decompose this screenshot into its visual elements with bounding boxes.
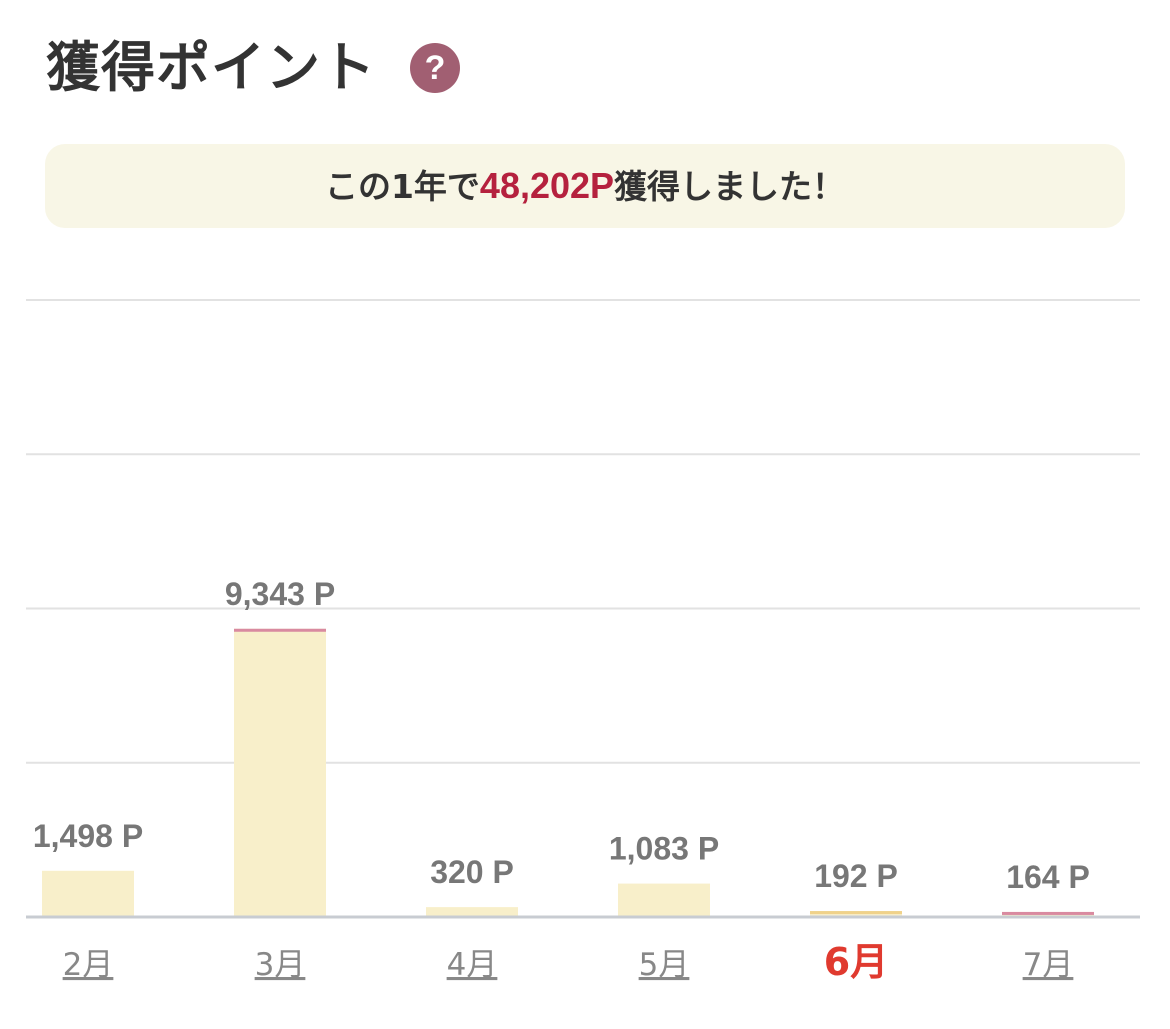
month-tab[interactable]: 3月 — [255, 947, 306, 983]
bar-value-label: 164 P — [1006, 859, 1090, 895]
bar-value-label: 192 P — [814, 858, 898, 894]
header: 獲得ポイント ? — [46, 30, 460, 106]
bar[interactable] — [42, 870, 134, 917]
summary-suffix: 獲得しました！ — [614, 167, 846, 206]
month-tab[interactable]: 7月 — [1023, 947, 1074, 983]
month-tab[interactable]: 5月 — [639, 947, 690, 983]
page-title: 獲得ポイント — [46, 36, 376, 99]
bar-value-label: 9,343 P — [225, 576, 335, 612]
help-glyph: ? — [424, 49, 446, 87]
summary-prefix: この1年で — [324, 167, 480, 206]
bar[interactable] — [618, 883, 710, 917]
summary-total: 48,202P — [479, 165, 615, 206]
month-tab[interactable]: 2月 — [63, 947, 114, 983]
bar[interactable] — [234, 628, 326, 917]
bar-top-accent — [810, 911, 902, 915]
month-tab-selected[interactable]: 6月 — [824, 940, 888, 984]
bar[interactable] — [426, 907, 518, 917]
bar-value-label: 1,083 P — [609, 831, 719, 867]
question-mark-icon[interactable]: ? — [410, 43, 460, 93]
bar-value-label: 1,498 P — [33, 818, 143, 854]
month-tab[interactable]: 4月 — [447, 947, 498, 983]
bar-top-accent — [234, 628, 326, 632]
bar-value-label: 320 P — [430, 854, 514, 890]
bar-top-accent — [1002, 911, 1094, 915]
summary-banner: この1年で48,202P獲得しました！ — [45, 144, 1125, 228]
